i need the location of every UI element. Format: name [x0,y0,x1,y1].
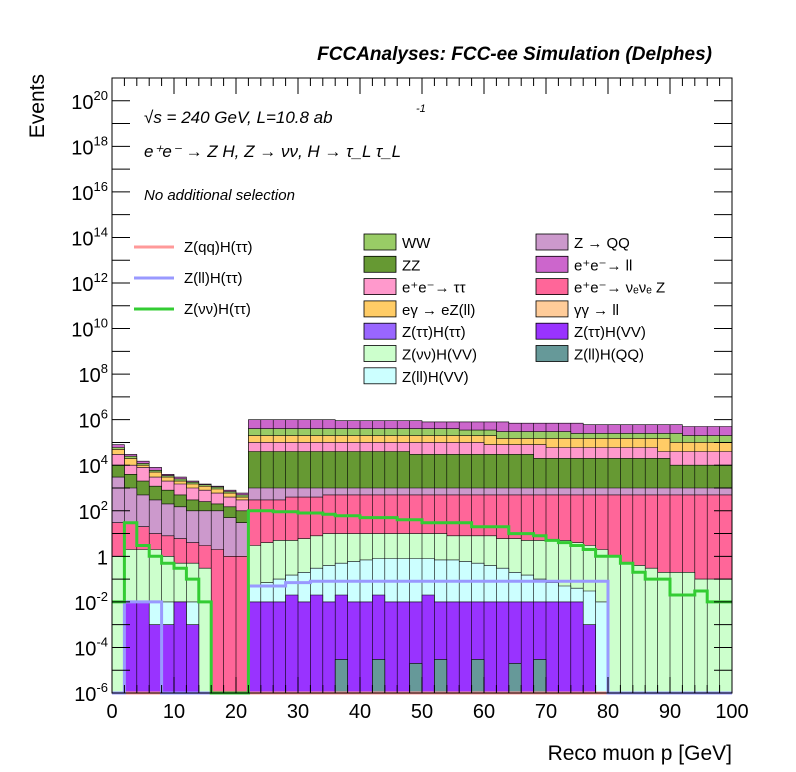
legend-background-label: Z(νν)H(VV) [402,347,477,364]
legend-background-label: e⁺e⁻→ ll [574,257,632,274]
legend-background-swatch [535,255,569,273]
legend-background-swatch [535,322,569,340]
legend-background-swatch [535,300,569,318]
y-tick-label: 106 [79,407,108,433]
energy-annotation-exponent: -1 [416,103,426,115]
legend-background-label: Z(ττ)H(ττ) [402,324,466,341]
legend-background-swatch [363,278,397,296]
legend-signal-label: Z(ll)H(ττ) [184,270,243,287]
y-tick-label: 1020 [71,88,108,114]
legend-background-swatch [535,345,569,362]
legend-background-label: Z(ll)H(VV) [402,369,469,386]
x-axis-label: Reco muon p [GeV] [548,742,732,765]
x-tick-label: 40 [349,701,371,723]
y-tick-label: 1010 [71,316,108,342]
legend-background-label: Z → QQ [574,235,630,252]
x-tick-label: 10 [163,701,185,723]
legend-background-swatch [535,278,569,296]
energy-annotation: √s = 240 GeV, L=10.8 ab [144,108,333,127]
y-tick-label: 108 [79,361,108,387]
legend-background-label: γγ → ll [574,302,619,319]
y-tick-label: 10-6 [74,680,108,706]
legend-background-label: eγ → eZ(ll) [402,302,475,319]
legend-signal-label: Z(qq)H(ττ) [184,239,253,256]
x-tick-label: 60 [473,701,495,723]
x-tick-label: 30 [287,701,309,723]
y-tick-label: 10-2 [74,589,108,615]
y-tick-label: 1018 [71,133,108,159]
y-tick-label: 1 [97,547,108,569]
y-tick-label: 1012 [71,270,108,296]
legend-background-swatch [363,322,397,340]
y-tick-label: 102 [79,498,108,524]
x-tick-label: 100 [715,701,748,723]
y-tick-label: 104 [79,452,108,478]
legend-signal-label: Z(νν)H(ττ) [184,301,251,318]
y-tick-label: 1016 [71,179,108,205]
annotations: √s = 240 GeV, L=10.8 ab -1 e⁺e⁻ → Z H, Z… [144,103,426,204]
legend-background-label: ZZ [402,257,420,274]
legend-background-swatch [535,233,569,251]
legend-background-label: Z(ττ)H(VV) [574,324,646,341]
legend-background-swatch [363,300,397,318]
legend-background-swatch [363,345,397,362]
legend-background-label: Z(ll)H(QQ) [574,347,644,364]
x-tick-label: 50 [411,701,433,723]
stacked-histograms [111,419,733,694]
x-tick-label: 20 [225,701,247,723]
legend-background-swatch [363,255,397,273]
signal-legend: Z(qq)H(ττ) Z(ll)H(ττ) Z(νν)H(ττ) [134,239,253,318]
legend-background-label: WW [402,235,431,252]
signal-line-2 [112,509,732,695]
y-axis-label: Events [26,74,49,138]
x-tick-label: 0 [106,701,117,723]
legend-background-label: e⁺e⁻→ νₑνₑ Z [574,280,665,297]
axes: 0 10 20 30 40 50 60 70 80 90 10010-610-410-2110210… [71,77,749,723]
x-tick-label: 80 [597,701,619,723]
y-tick-label: 1014 [71,224,108,250]
x-tick-label: 70 [535,701,557,723]
background-legend: WW Z → QQ ZZ e⁺e⁻→ ll e⁺e⁻→ ττ e⁺e⁻→ νₑνₑ Z eγ… [363,233,665,386]
legend-background-swatch [363,367,397,385]
selection-annotation: No additional selection [144,187,295,204]
legend-background-label: e⁺e⁻→ ττ [402,280,466,297]
legend-background-swatch [363,233,397,251]
process-annotation: e⁺e⁻ → Z H, Z → νν, H → τ_L τ_L [144,142,401,161]
y-tick-label: 10-4 [74,634,108,660]
x-tick-label: 90 [659,701,681,723]
chart-title: FCCAnalyses: FCC-ee Simulation (Delphes) [317,44,712,65]
